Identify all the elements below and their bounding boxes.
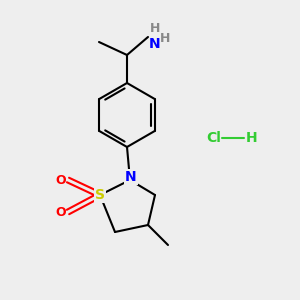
Text: N: N <box>149 37 161 51</box>
Text: H: H <box>160 32 170 46</box>
Text: N: N <box>125 170 137 184</box>
Text: H: H <box>246 131 258 145</box>
Text: Cl: Cl <box>207 131 221 145</box>
Text: O: O <box>56 206 66 218</box>
Text: O: O <box>56 173 66 187</box>
Text: S: S <box>95 188 105 202</box>
Text: H: H <box>150 22 160 35</box>
